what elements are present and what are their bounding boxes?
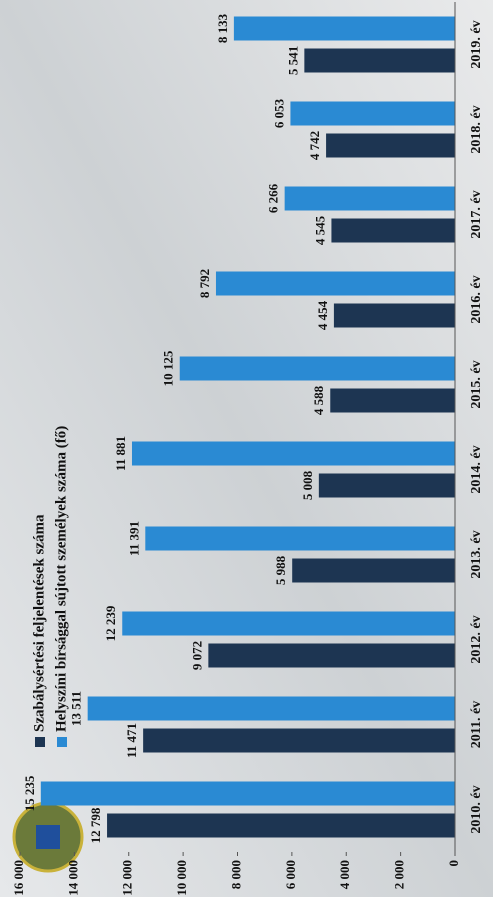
value-label: 11 391 (126, 521, 141, 556)
value-label: 4 454 (315, 300, 330, 330)
bar (215, 271, 455, 296)
bar (331, 218, 455, 243)
bar (179, 356, 455, 381)
value-label: 4 742 (307, 131, 322, 160)
bar (40, 781, 456, 806)
y-tick-label: 4 000 (337, 860, 352, 889)
value-label: 10 125 (161, 350, 176, 386)
value-label: 8 792 (197, 269, 212, 298)
value-label: 6 053 (271, 98, 286, 128)
y-tick-label: 16 000 (11, 860, 26, 896)
value-label: 12 798 (88, 807, 103, 843)
value-label: 4 588 (311, 385, 326, 415)
x-tick-label: 2012. év (469, 615, 484, 663)
value-label: 4 545 (312, 215, 327, 245)
y-tick-label: 12 000 (120, 860, 135, 896)
bar (318, 473, 455, 498)
value-label: 5 988 (273, 555, 288, 585)
y-tick-label: 6 000 (283, 860, 298, 889)
value-label: 6 266 (266, 183, 281, 213)
value-label: 8 133 (215, 13, 230, 43)
y-tick-label: 0 (446, 860, 461, 867)
legend-swatch (57, 737, 67, 747)
value-label: 5 008 (300, 470, 315, 500)
value-label: 11 471 (124, 723, 139, 758)
x-tick-label: 2015. év (469, 360, 484, 408)
x-tick-label: 2010. év (469, 785, 484, 833)
x-tick-label: 2013. év (469, 530, 484, 578)
x-tick-label: 2018. év (469, 105, 484, 153)
bar (143, 728, 455, 753)
bar (284, 186, 455, 211)
value-label: 12 239 (103, 605, 118, 641)
bar (304, 48, 455, 73)
y-tick-label: 10 000 (174, 860, 189, 896)
value-label: 9 072 (189, 641, 204, 670)
bar (131, 441, 455, 466)
x-tick-label: 2017. év (469, 190, 484, 238)
bar (145, 526, 455, 551)
value-label: 5 541 (285, 46, 300, 75)
legend-label: Helyszíni bírsággal sújtott személyek sz… (53, 426, 69, 732)
bar (87, 696, 456, 721)
legend-swatch (35, 737, 45, 747)
bar (292, 558, 456, 583)
x-tick-label: 2016. év (469, 275, 484, 323)
x-tick-label: 2014. év (469, 445, 484, 493)
bar (333, 303, 455, 328)
bar (233, 16, 455, 41)
bar (290, 101, 455, 126)
bar (326, 133, 455, 158)
y-tick-label: 14 000 (65, 860, 80, 896)
legend-label: Szabálysértési feljelentések száma (31, 514, 47, 732)
x-tick-label: 2019. év (469, 20, 484, 68)
y-tick-label: 8 000 (228, 860, 243, 889)
x-tick-label: 2011. év (469, 701, 484, 748)
bar (122, 611, 455, 636)
value-label: 11 881 (113, 436, 128, 471)
bar (107, 813, 455, 838)
bar (330, 388, 456, 413)
bar (208, 643, 455, 668)
y-tick-label: 2 000 (392, 860, 407, 889)
value-label: 15 235 (22, 775, 37, 811)
value-label: 13 511 (69, 691, 84, 726)
police-logo (12, 801, 84, 873)
